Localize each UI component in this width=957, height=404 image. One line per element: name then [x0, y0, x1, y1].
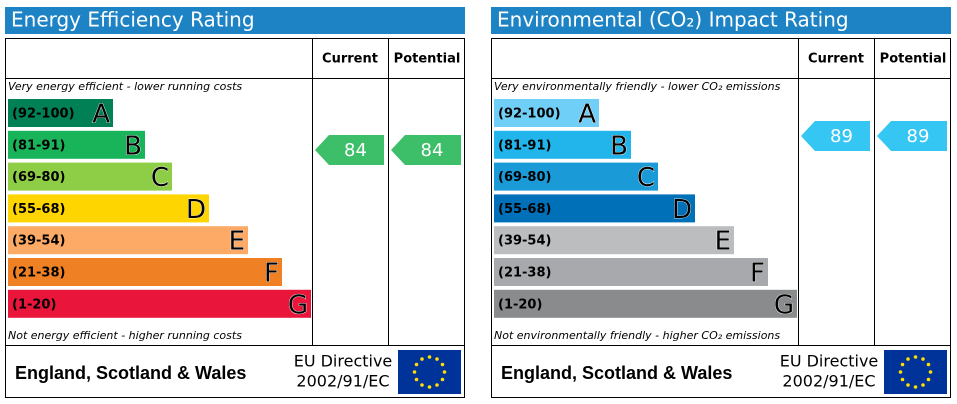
- eu-star: [412, 370, 417, 374]
- band-range: (39-54): [498, 234, 551, 249]
- current-score: 89: [830, 126, 853, 147]
- rating-panel: Environmental (CO₂) Impact Rating Current…: [491, 7, 951, 398]
- eu-star: [427, 355, 432, 359]
- current-arrow: [315, 135, 384, 165]
- current-header: Current: [808, 52, 864, 67]
- top-note: Very energy efficient - lower running co…: [8, 80, 242, 93]
- eu-star: [435, 357, 439, 361]
- potential-header: Potential: [880, 52, 947, 67]
- band-range: (1-20): [498, 297, 542, 312]
- eu-star: [926, 362, 931, 367]
- footer-directive: EU Directive: [780, 352, 879, 371]
- panel-title: Environmental (CO₂) Impact Rating: [497, 8, 849, 32]
- band-letter: D: [672, 195, 692, 225]
- band-letter: F: [750, 259, 765, 289]
- band-letter: G: [774, 290, 794, 320]
- eu-star: [414, 362, 419, 367]
- eu-star: [906, 383, 910, 387]
- band-range: (69-80): [498, 170, 551, 185]
- rating-band: [8, 194, 209, 223]
- band-letter: G: [288, 290, 308, 320]
- panel-frame: [491, 38, 951, 398]
- eu-star: [414, 377, 419, 382]
- band-range: (21-38): [498, 266, 551, 281]
- rating-band: [8, 99, 113, 127]
- eu-star: [440, 377, 445, 382]
- potential-arrow: [391, 135, 461, 165]
- footer-region: England, Scotland & Wales: [501, 363, 732, 383]
- rating-band: [8, 258, 282, 286]
- rating-band: [8, 130, 145, 159]
- rating-band: [494, 258, 768, 286]
- rating-band: [8, 289, 311, 318]
- band-letter: A: [578, 100, 596, 130]
- potential-arrow: [877, 121, 947, 151]
- footer-region: England, Scotland & Wales: [15, 363, 246, 383]
- band-range: (1-20): [12, 297, 56, 312]
- current-arrow: [801, 121, 870, 151]
- eu-star: [898, 370, 903, 374]
- band-letter: E: [715, 227, 731, 257]
- band-range: (69-80): [12, 170, 65, 185]
- rating-band: [494, 130, 631, 159]
- band-range: (55-68): [12, 202, 65, 217]
- band-range: (92-100): [12, 107, 75, 122]
- current-header: Current: [322, 52, 378, 67]
- band-letter: F: [264, 259, 279, 289]
- band-letter: C: [637, 163, 655, 193]
- eu-star: [913, 355, 918, 359]
- band-range: (21-38): [12, 266, 65, 281]
- eu-star: [900, 377, 905, 382]
- band-letter: C: [151, 163, 169, 193]
- bottom-note: Not environmentally friendly - higher CO…: [494, 329, 780, 342]
- rating-band: [494, 194, 695, 223]
- title-bar: [491, 7, 951, 34]
- eu-star: [435, 383, 439, 387]
- rating-band: [8, 226, 248, 255]
- eu-star: [420, 357, 424, 361]
- footer-directive: 2002/91/EC: [782, 372, 875, 391]
- current-score: 84: [344, 140, 367, 161]
- band-letter: D: [186, 195, 206, 225]
- rating-band: [494, 289, 797, 318]
- bottom-note: Not energy efficient - higher running co…: [8, 329, 242, 342]
- top-note: Very environmentally friendly - lower CO…: [494, 80, 781, 93]
- potential-score: 89: [907, 126, 930, 147]
- eu-star: [921, 383, 925, 387]
- eu-star: [427, 385, 432, 389]
- eu-star: [442, 370, 447, 374]
- band-range: (55-68): [498, 202, 551, 217]
- eu-star: [900, 362, 905, 367]
- rating-band: [494, 99, 599, 127]
- band-letter: B: [124, 131, 142, 161]
- potential-header: Potential: [394, 52, 461, 67]
- eu-star: [928, 370, 933, 374]
- eu-star: [913, 385, 918, 389]
- potential-score: 84: [421, 140, 444, 161]
- title-bar: [5, 7, 465, 34]
- band-range: (92-100): [498, 107, 561, 122]
- band-letter: E: [229, 227, 245, 257]
- rating-band: [494, 162, 658, 191]
- eu-star: [420, 383, 424, 387]
- band-letter: A: [92, 100, 110, 130]
- eu-star: [921, 357, 925, 361]
- band-letter: B: [610, 131, 628, 161]
- footer-directive: 2002/91/EC: [296, 372, 389, 391]
- band-range: (81-91): [12, 138, 65, 153]
- band-range: (81-91): [498, 138, 551, 153]
- eu-star: [926, 377, 931, 382]
- rating-band: [8, 162, 172, 191]
- panel-frame: [5, 38, 465, 398]
- band-range: (39-54): [12, 234, 65, 249]
- footer-directive: EU Directive: [294, 352, 393, 371]
- eu-star: [440, 362, 445, 367]
- eu-star: [906, 357, 910, 361]
- rating-panel: Energy Efficiency Rating Current Potential…: [5, 7, 465, 398]
- rating-band: [494, 226, 734, 255]
- panel-title: Energy Efficiency Rating: [11, 8, 255, 32]
